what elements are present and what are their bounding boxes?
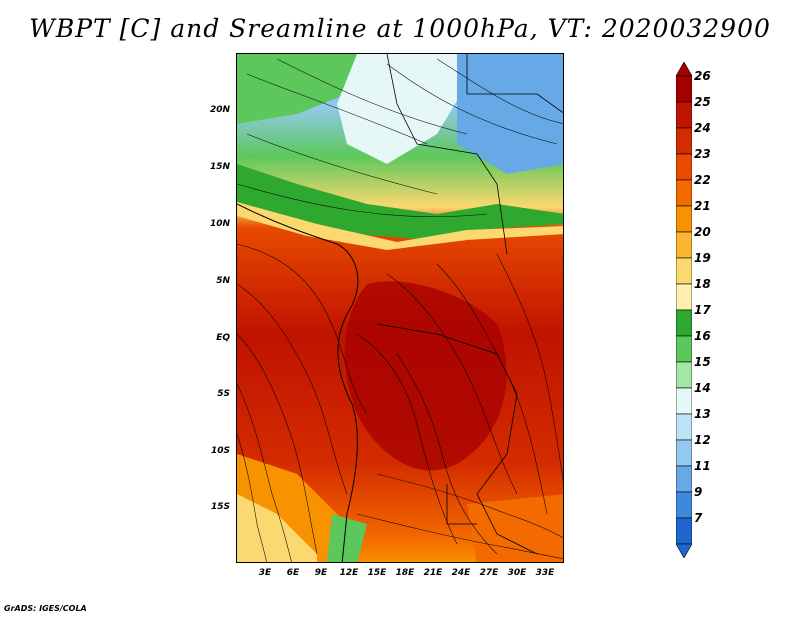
colorbar-swatch (676, 127, 692, 155)
colorbar-swatch (676, 517, 692, 545)
lon-label: 6E (286, 568, 300, 578)
colorbar-label: 17 (694, 303, 711, 317)
colorbar (676, 62, 692, 558)
lon-label: 9E (314, 568, 328, 578)
lon-label: 3E (258, 568, 272, 578)
colorbar-label: 15 (694, 355, 711, 369)
map-field (237, 54, 563, 562)
colorbar-swatch (676, 413, 692, 441)
colorbar-swatch (676, 439, 692, 467)
colorbar-label: 16 (694, 329, 711, 343)
lat-label: 5N (216, 276, 230, 286)
colorbar-swatch (676, 75, 692, 103)
colorbar-bottom-arrow (676, 543, 692, 558)
lon-label: 24E (451, 568, 471, 578)
lat-label: 20N (209, 105, 230, 115)
lat-label: EQ (216, 333, 230, 343)
colorbar-swatch (676, 283, 692, 311)
colorbar-label: 11 (694, 459, 711, 473)
lon-label: 30E (507, 568, 527, 578)
colorbar-label: 7 (694, 511, 703, 525)
colorbar-label: 25 (694, 95, 711, 109)
colorbar-swatch (676, 465, 692, 493)
colorbar-label: 14 (694, 381, 711, 395)
map-panel (236, 53, 564, 563)
colorbar-label: 26 (694, 69, 711, 83)
lon-label: 12E (339, 568, 359, 578)
colorbar-label: 13 (694, 407, 711, 421)
lon-label: 27E (479, 568, 499, 578)
grads-credit: GrADS: IGES/COLA (4, 604, 87, 613)
colorbar-label: 23 (694, 147, 711, 161)
chart-title: WBPT [C] and Sreamline at 1000hPa, VT: 2… (29, 14, 771, 43)
lon-label: 15E (367, 568, 387, 578)
colorbar-label: 9 (694, 485, 703, 499)
colorbar-swatch (676, 387, 692, 415)
colorbar-label: 21 (694, 199, 711, 213)
colorbar-top-arrow (676, 62, 692, 77)
lat-label: 10N (209, 219, 230, 229)
colorbar-swatch (676, 231, 692, 259)
colorbar-label: 20 (694, 225, 711, 239)
colorbar-swatch (676, 101, 692, 129)
colorbar-swatch (676, 491, 692, 519)
colorbar-label: 19 (694, 251, 711, 265)
colorbar-swatch (676, 335, 692, 363)
lon-label: 33E (535, 568, 555, 578)
colorbar-swatch (676, 205, 692, 233)
lat-label: 15S (210, 502, 230, 512)
lon-label: 18E (395, 568, 415, 578)
lat-label: 10S (210, 446, 230, 456)
colorbar-swatch (676, 179, 692, 207)
colorbar-label: 22 (694, 173, 711, 187)
colorbar-swatch (676, 257, 692, 285)
colorbar-swatch (676, 361, 692, 389)
colorbar-label: 18 (694, 277, 711, 291)
lon-label: 21E (423, 568, 443, 578)
colorbar-swatch (676, 309, 692, 337)
colorbar-label: 12 (694, 433, 711, 447)
colorbar-label: 24 (694, 121, 711, 135)
lat-label: 5S (217, 389, 230, 399)
colorbar-swatch (676, 153, 692, 181)
lat-label: 15N (209, 162, 230, 172)
